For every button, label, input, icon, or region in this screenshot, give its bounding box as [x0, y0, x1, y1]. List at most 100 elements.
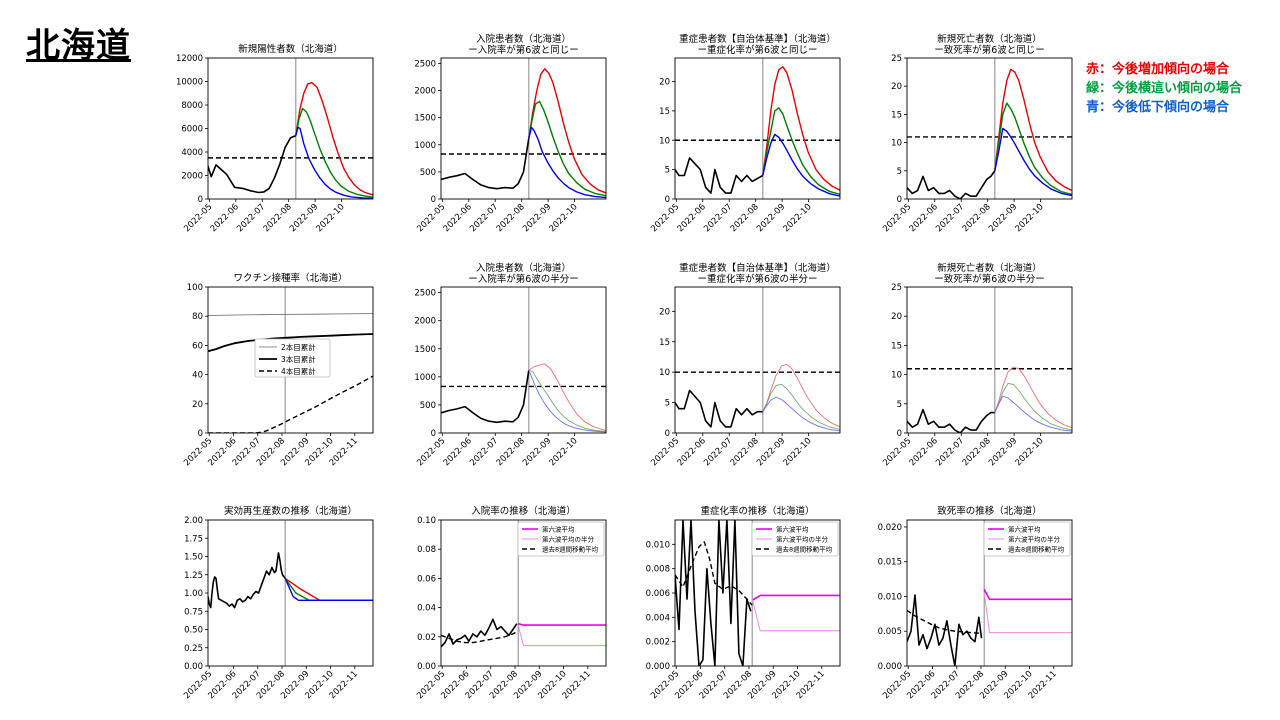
legend-label: 第六波平均: [1008, 525, 1041, 534]
y-tick-label: 1500: [414, 345, 436, 355]
series-line-green: [994, 102, 1072, 196]
series-line-lgreen: [994, 382, 1072, 431]
y-tick-label: 2000: [414, 87, 436, 97]
y-tick-label: 0.50: [184, 626, 203, 636]
y-tick-label: 0.02: [417, 633, 436, 643]
legend-label: 過去8週間移動平均: [1008, 545, 1065, 554]
y-tick-label: 0.000: [646, 662, 670, 672]
chart-title: ワクチン接種率（北海道）: [233, 272, 347, 284]
chart-title: 入院患者数（北海道）: [476, 262, 571, 274]
series-group: [907, 589, 1072, 666]
y-tick-label: 1.00: [184, 589, 203, 599]
y-tick-label: 0.002: [646, 638, 670, 648]
chart-1: 新規陽性者数（北海道） 0 2000 4000 6000 8000 10000 12000 20…: [176, 43, 374, 234]
y-tick-label: 12000: [176, 54, 203, 64]
y-tick-label: 15: [659, 338, 670, 348]
chart-6: 入院患者数（北海道）ー入院率が第6波の半分ー 0 500 1000 1500 2000 25…: [414, 262, 607, 468]
chart-5: ワクチン接種率（北海道）0204060801002022-052022-0620…: [182, 272, 374, 468]
series-line-lblue: [762, 396, 840, 432]
chart-7: 重症患者数【自治体基準】（北海道）ー重症化率が第6波の半分ー 0 5 10 15 20 20…: [649, 262, 841, 468]
series-group: [675, 66, 840, 197]
y-tick-label: 0.04: [417, 604, 436, 614]
y-tick-label: 100: [187, 283, 203, 293]
chart-title: 実効再生産数の推移（北海道）: [224, 505, 357, 517]
scenario-legend-red: 赤：今後増加傾向の場合: [1086, 62, 1230, 77]
series-line-black: [907, 408, 995, 433]
y-tick-label: 2000: [181, 172, 203, 182]
series-line-red: [762, 66, 840, 191]
y-tick-label: 0.005: [878, 627, 902, 637]
y-tick-label: 20: [891, 82, 902, 92]
series-line-lred: [528, 363, 606, 431]
legend-label: 3本目累計: [281, 354, 316, 364]
chart-12: 致死率の推移（北海道）0.0000.0050.0100.0150.0202022…: [878, 505, 1073, 701]
y-tick-label: 0.000: [878, 662, 902, 672]
y-tick-label: 0: [897, 429, 902, 439]
x-tick-label: 2022-10: [1014, 202, 1046, 234]
y-tick-label: 1000: [414, 373, 436, 383]
legend-box: [517, 521, 605, 557]
series-line-black: [907, 594, 983, 666]
series-line-green: [295, 107, 373, 198]
y-tick-label: 4000: [181, 148, 203, 158]
y-tick-label: 20: [891, 312, 902, 322]
chart-subtitle: ー入院率が第6波の半分ー: [468, 273, 579, 285]
series-line-dashed: [208, 375, 373, 433]
y-tick-label: 5: [665, 166, 670, 176]
series-line-blue: [994, 127, 1072, 197]
series-line-black: [208, 552, 286, 609]
series-line-magenta: [751, 594, 840, 601]
legend-label: 4本目累計: [281, 366, 316, 376]
plot-frame: [674, 286, 841, 434]
y-tick-label: 6000: [181, 125, 203, 135]
y-tick-label: 20: [659, 307, 670, 317]
series-line-red: [994, 68, 1072, 192]
chart-8: 新規死亡者数（北海道）ー致死率が第6波の半分ー05101520252022-05…: [881, 262, 1073, 468]
chart-4: 新規死亡者数（北海道）ー致死率が第6波と同じー05101520252022-05…: [881, 33, 1073, 234]
y-tick-label: 1500: [414, 114, 436, 124]
legend-label: 第六波平均: [542, 525, 575, 534]
chart-title: 新規死亡者数（北海道）: [937, 262, 1042, 274]
chart-title: 入院患者数（北海道）: [476, 33, 571, 45]
y-tick-label: 0.020: [878, 523, 902, 533]
series-line-blue: [528, 126, 606, 199]
series-line-black: [441, 138, 530, 190]
series-line-red: [295, 81, 373, 196]
legend-box: [751, 521, 839, 557]
series-line-black: [208, 134, 297, 194]
x-tick-label: 2022-10: [548, 436, 580, 468]
y-tick-label: 2500: [414, 59, 436, 69]
chart-10: 入院率の推移（北海道）0.000.020.040.060.080.102022-…: [415, 505, 607, 701]
series-line-green: [284, 577, 373, 601]
y-tick-label: 60: [192, 341, 203, 351]
y-tick-label: 0: [431, 429, 436, 439]
chart-3: 重症患者数【自治体基準】（北海道）ー重症化率が第6波と同じー 0 5 10 15 20 20…: [649, 33, 841, 234]
series-group: [208, 552, 373, 609]
plot-frame: [906, 57, 1073, 200]
y-tick-label: 1.25: [184, 571, 203, 581]
chart-subtitle: ー重症化率が第6波の半分ー: [697, 273, 817, 285]
y-tick-label: 5: [897, 167, 902, 177]
y-tick-label: 500: [420, 168, 436, 178]
series-group: [441, 68, 606, 199]
y-tick-label: 0.75: [184, 607, 203, 617]
x-tick-label: 2022-10: [1014, 436, 1046, 468]
y-tick-label: 10: [659, 368, 670, 378]
y-tick-label: 1000: [414, 141, 436, 151]
series-group: [441, 618, 606, 648]
y-tick-label: 10: [659, 136, 670, 146]
y-tick-label: 25: [891, 54, 902, 64]
y-tick-label: 0: [198, 195, 203, 205]
y-tick-label: 10: [891, 139, 902, 149]
plot-frame: [207, 519, 374, 667]
y-tick-label: 8000: [181, 101, 203, 111]
series-line-black: [675, 520, 752, 666]
series-line-red: [284, 577, 373, 601]
y-tick-label: 20: [192, 400, 203, 410]
plot-frame: [906, 519, 1073, 667]
y-tick-label: 25: [891, 283, 902, 293]
series-line-bold: [208, 333, 373, 353]
series-line-lgreen: [762, 383, 840, 430]
y-tick-label: 40: [192, 371, 203, 381]
